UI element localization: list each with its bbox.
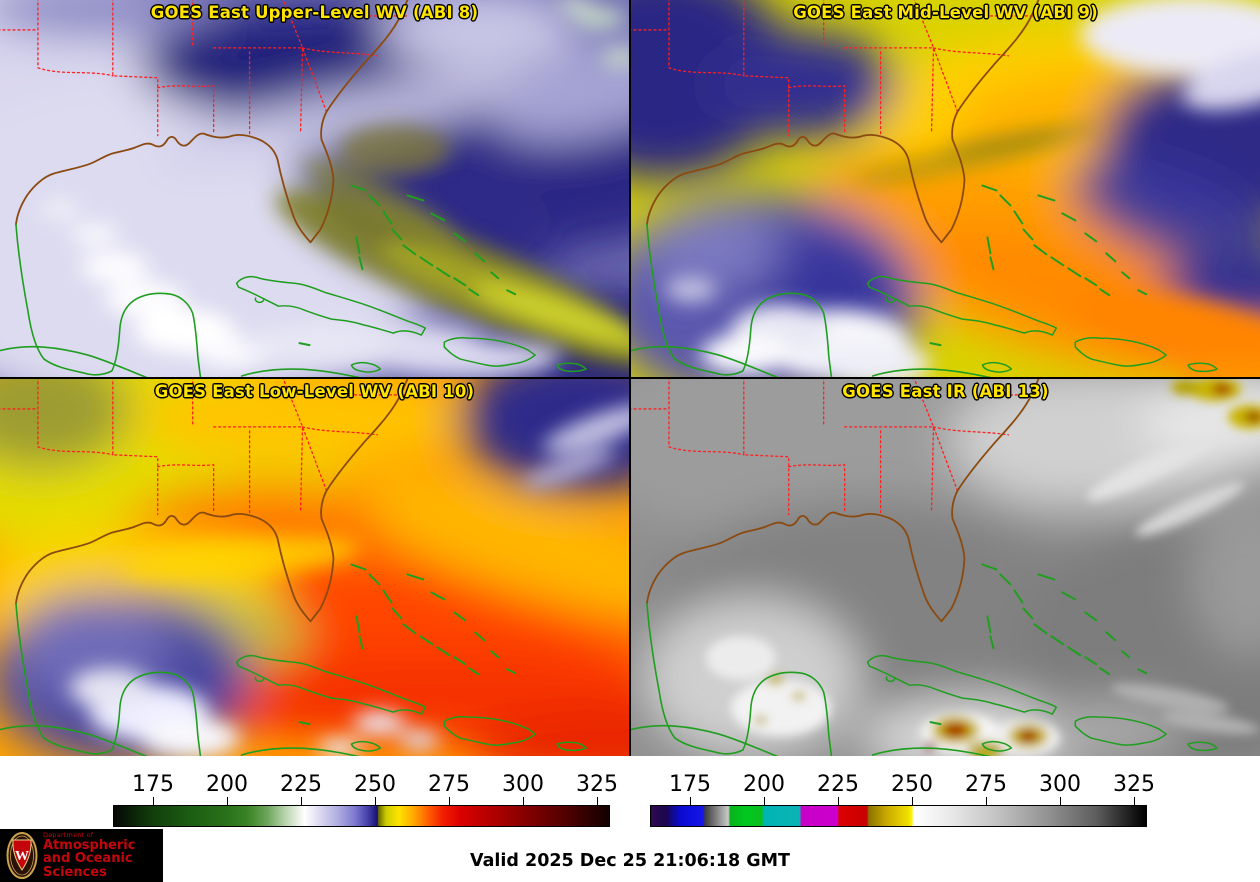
colorbar-tick xyxy=(764,797,765,805)
colorbar-tick xyxy=(227,797,228,805)
panel-abi9: GOES East Mid-Level WV (ABI 9) xyxy=(631,0,1260,377)
colorbar-tick-label: 225 xyxy=(817,772,859,797)
panel-title-abi9: GOES East Mid-Level WV (ABI 9) xyxy=(793,3,1098,22)
colorbar-tick xyxy=(838,797,839,805)
colorbar-tick xyxy=(690,797,691,805)
colorbar-tick xyxy=(375,797,376,805)
ir-colorbar: 175 200 225 250 275 300 325 xyxy=(650,772,1155,827)
uw-monogram: W xyxy=(15,849,29,864)
panel-title-abi10: GOES East Low-Level WV (ABI 10) xyxy=(154,382,475,401)
logo-dept-line: Department of xyxy=(43,830,94,839)
ir-enhanced-cloud-tops xyxy=(705,379,1260,756)
wv-colorbar-gradient xyxy=(113,805,610,827)
ir-colorbar-gradient xyxy=(650,805,1147,827)
colorbar-tick-label: 225 xyxy=(280,772,322,797)
logo-name-line1: Atmospheric xyxy=(43,837,136,853)
panel-title-abi8: GOES East Upper-Level WV (ABI 8) xyxy=(150,3,479,22)
colorbar-tick-label: 175 xyxy=(669,772,711,797)
colorbar-tick-label: 250 xyxy=(354,772,396,797)
colorbar-tick xyxy=(912,797,913,805)
colorbar-tick-label: 325 xyxy=(576,772,618,797)
satellite-image-abi9 xyxy=(631,0,1260,377)
wv-low-details xyxy=(69,404,629,756)
colorbar-tick-label: 325 xyxy=(1113,772,1155,797)
logo-text: Department of Atmospheric and Oceanic Sc… xyxy=(43,832,163,879)
uw-aos-logo: W Department of Atmospheric and Oceanic … xyxy=(0,829,163,882)
colorbar-tick-label: 275 xyxy=(428,772,470,797)
satellite-image-abi10 xyxy=(0,379,629,756)
colorbar-tick-label: 275 xyxy=(965,772,1007,797)
colorbar-tick xyxy=(449,797,450,805)
logo-name-line2: and Oceanic Sciences xyxy=(43,851,133,880)
wv-mid-details xyxy=(665,0,1260,377)
wv-colorbar: 175 200 225 250 275 300 325 xyxy=(113,772,618,827)
satellite-image-abi8 xyxy=(0,0,629,377)
colorbar-tick xyxy=(597,797,598,805)
colorbar-tick-label: 175 xyxy=(132,772,174,797)
satellite-image-abi13 xyxy=(631,379,1260,756)
colorbar-tick-label: 200 xyxy=(206,772,248,797)
colorbar-tick xyxy=(986,797,987,805)
colorbar-tick-label: 300 xyxy=(1039,772,1081,797)
panel-abi10: GOES East Low-Level WV (ABI 10) xyxy=(0,379,629,756)
quadpanel-grid: GOES East Upper-Level WV (ABI 8) xyxy=(0,0,1260,756)
uw-crest-icon: W xyxy=(6,832,38,879)
colorbar-tick-label: 200 xyxy=(743,772,785,797)
panel-abi13: GOES East IR (ABI 13) xyxy=(631,379,1260,756)
colorbar-tick xyxy=(153,797,154,805)
wv-upper-details xyxy=(39,0,629,376)
colorbar-tick xyxy=(523,797,524,805)
colorbar-tick xyxy=(301,797,302,805)
panel-abi8: GOES East Upper-Level WV (ABI 8) xyxy=(0,0,629,377)
valid-timestamp: Valid 2025 Dec 25 21:06:18 GMT xyxy=(470,851,790,871)
colorbar-tick xyxy=(1134,797,1135,805)
colorbar-tick-label: 250 xyxy=(891,772,933,797)
panel-title-abi13: GOES East IR (ABI 13) xyxy=(842,382,1049,401)
colorbar-tick xyxy=(1060,797,1061,805)
colorbar-tick-label: 300 xyxy=(502,772,544,797)
